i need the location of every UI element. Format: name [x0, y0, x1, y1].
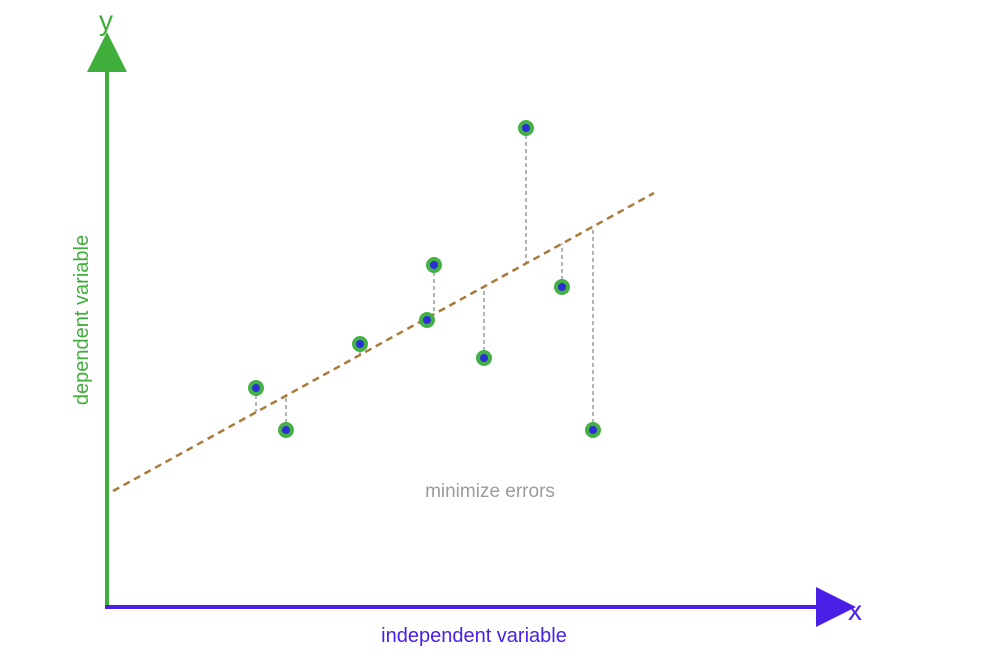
y-axis-title: dependent variable: [71, 235, 93, 405]
regression-line: [112, 191, 655, 493]
data-point-5: [426, 257, 442, 273]
data-point-1: [248, 380, 264, 396]
data-point-3: [352, 336, 368, 352]
x-axis-title: independent variable: [381, 625, 567, 647]
y-axis-letter: y: [99, 5, 113, 36]
minimize-errors-label: minimize errors: [425, 481, 555, 502]
data-point-6: [476, 350, 492, 366]
data-points: [248, 120, 601, 438]
data-point-8: [554, 279, 570, 295]
data-point-9: [585, 422, 601, 438]
data-point-2: [278, 422, 294, 438]
data-point-4: [419, 312, 435, 328]
data-point-7: [518, 120, 534, 136]
x-axis-letter: x: [848, 595, 862, 626]
